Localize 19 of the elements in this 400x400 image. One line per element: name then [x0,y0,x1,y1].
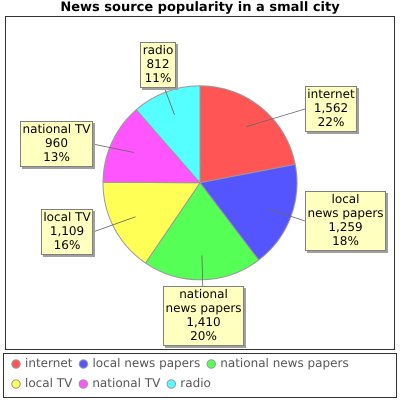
slice-label: local news papers [307,192,384,220]
slice-label: national TV [22,122,92,136]
slice-label: radio [142,43,174,58]
slice-label: internet [307,87,356,102]
slice-label: local TV [43,210,92,224]
data-label: 1,109 16% [50,224,84,252]
legend-label: internet [25,356,73,370]
legend-label: radio [180,376,211,390]
legend-label: local TV [25,376,74,390]
data-label: 812 11% [144,57,172,86]
data-label: 1,259 18% [328,220,363,248]
data-label: 960 13% [43,136,70,164]
legend-label: local news papers [92,356,200,370]
chart-title: News source popularity in a small city [60,0,340,16]
data-label: 1,562 22% [314,101,348,130]
legend-label: national TV [92,376,162,390]
legend-label: national news papers [220,356,349,370]
data-label: 1,410 20% [186,315,221,344]
slice-label: national news papers [165,287,242,316]
